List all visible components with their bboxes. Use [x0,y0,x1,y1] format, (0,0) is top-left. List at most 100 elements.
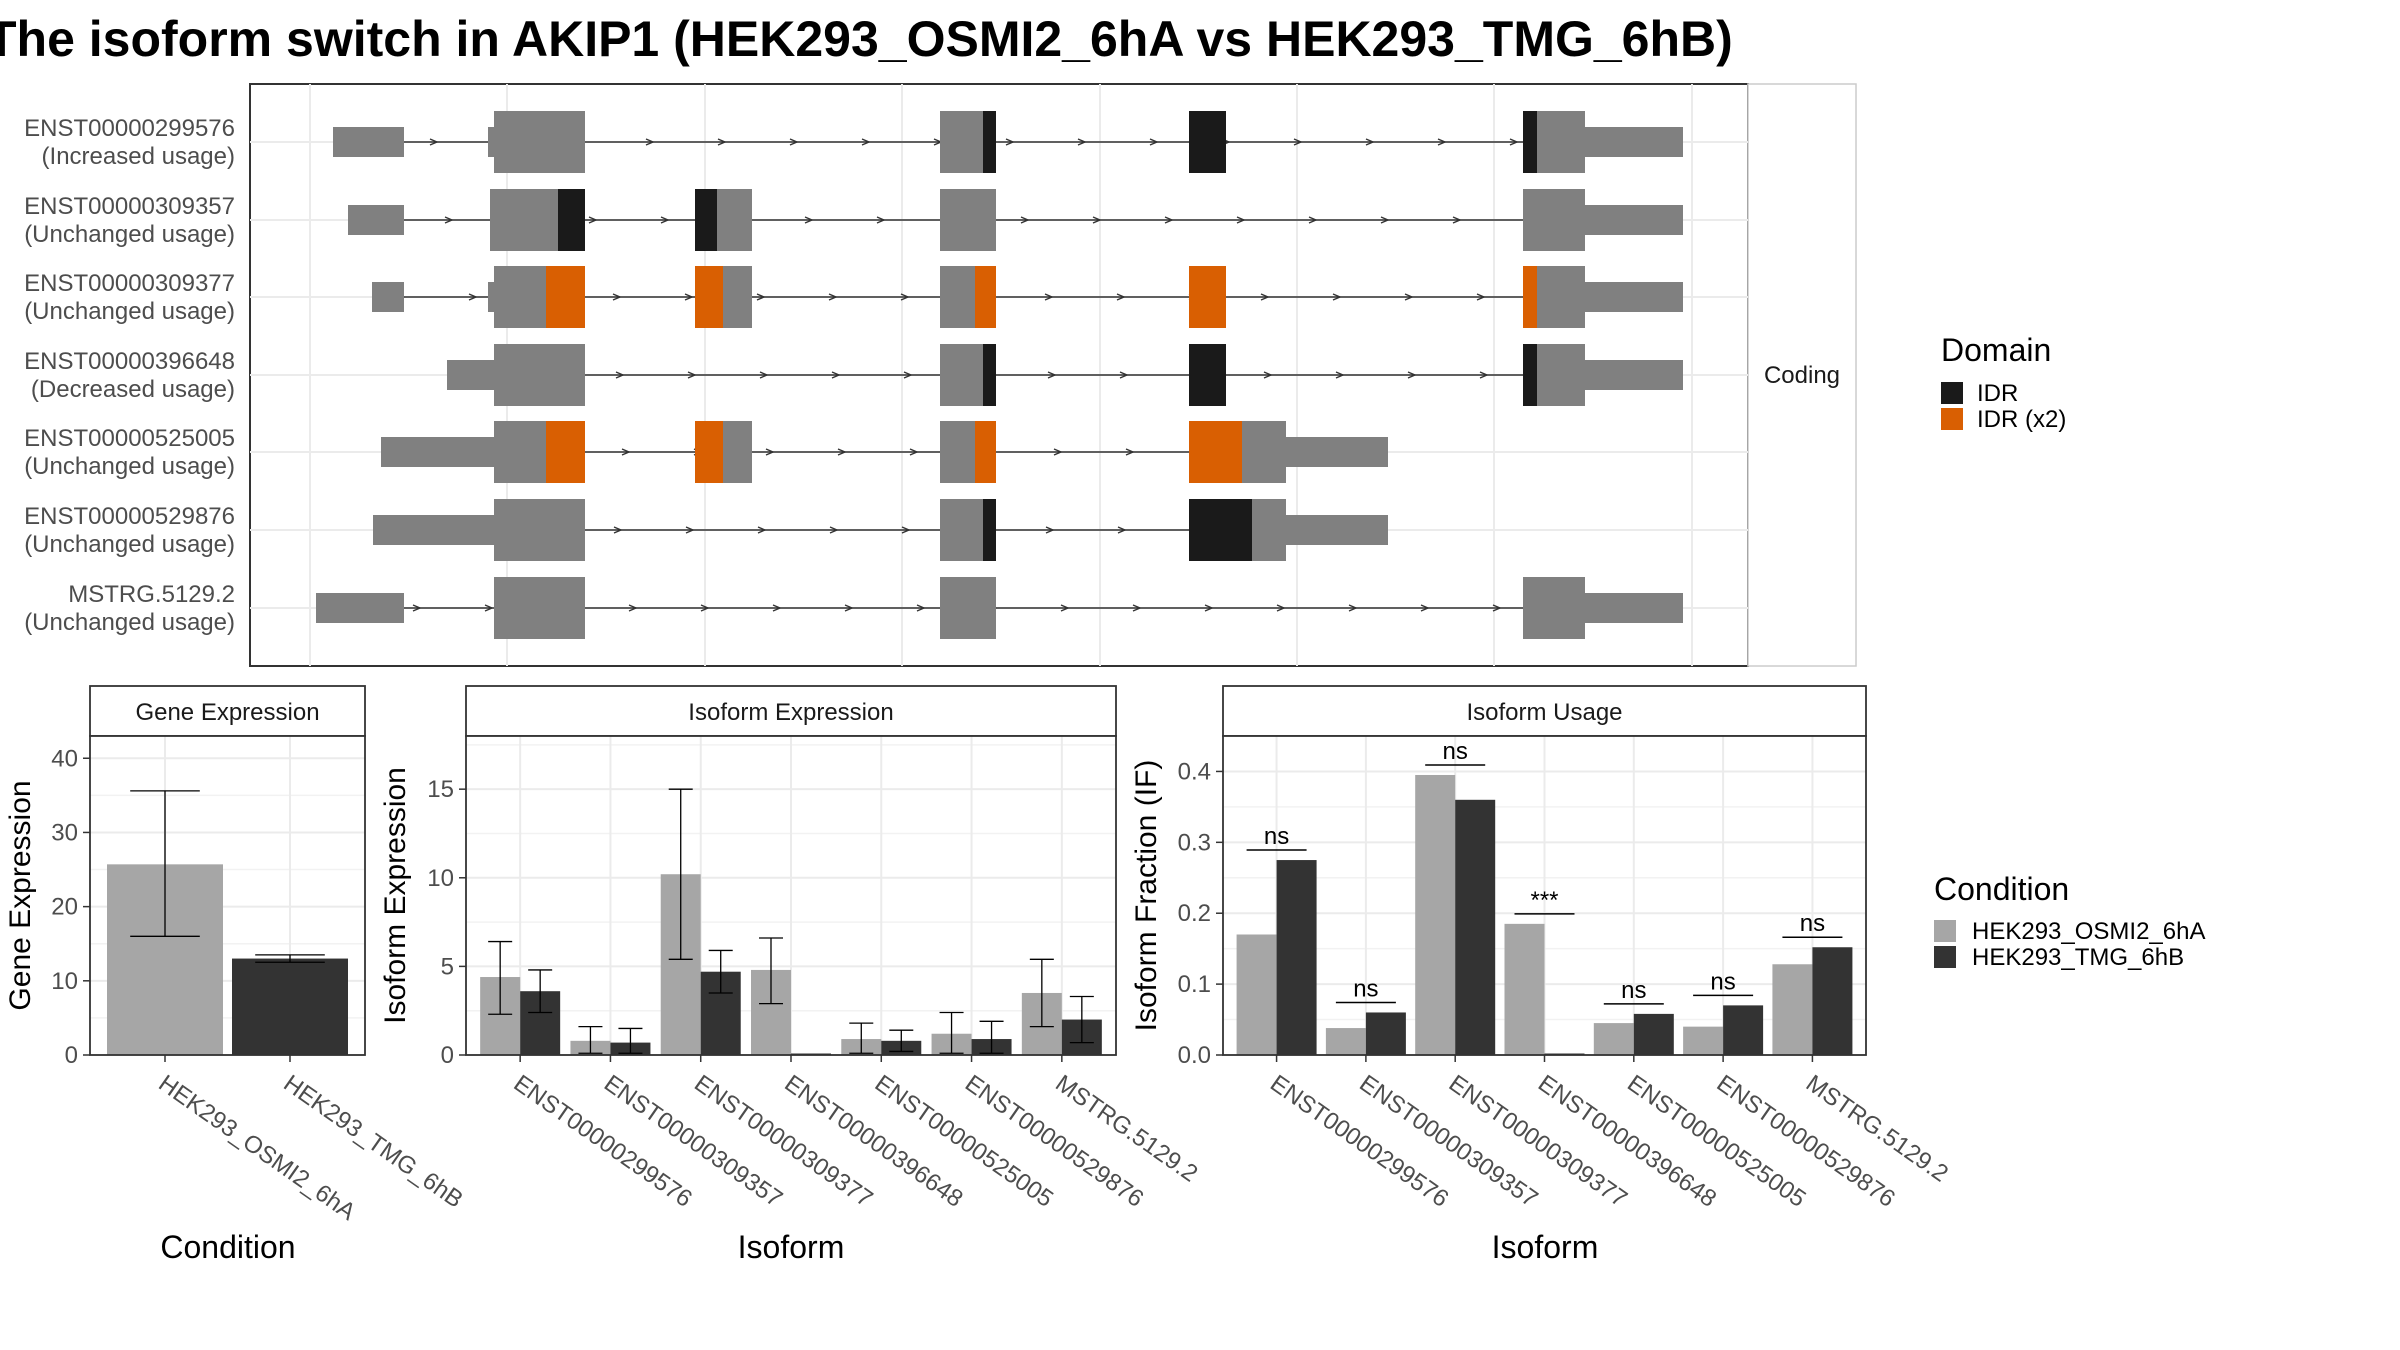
y-tick-label: 0.4 [1178,758,1211,785]
transcript-direction-arrow [468,293,478,301]
x-tick-label: HEK293_OSMI2_6hA [154,1070,361,1226]
condition-legend-title: Condition [1934,871,2069,907]
coding-exon [940,344,983,406]
coding-exon [494,111,585,173]
idr-domain [1189,111,1226,173]
error-bar [528,969,553,1014]
transcript-row-ENST00000396648: ENST00000396648(Decreased usage) [24,344,1748,406]
bar-ENST00000525005-HEK293_TMG_6hB [1633,1013,1674,1055]
transcript-direction-arrow [1020,216,1030,224]
transcript-direction-arrow [1204,604,1214,612]
coding-exon [490,189,558,251]
y-tick-label: 0.2 [1178,900,1211,927]
condition-legend-label: HEK293_OSMI2_6hA [1972,918,2205,945]
transcript-direction-arrow [660,216,670,224]
transcript-direction-arrow [615,371,625,379]
transcript-row-ENST00000529876: ENST00000529876(Unchanged usage) [24,499,1748,561]
transcript-direction-arrow [861,138,871,146]
isoform-expression-panel: Isoform Expression051015ENST00000299576E… [379,685,1202,1265]
coding-exon [940,111,983,173]
coding-exon [723,266,752,328]
transcript-direction-arrow [1452,216,1462,224]
transcript-direction-arrow [1380,216,1390,224]
transcript-direction-arrow [1044,293,1054,301]
y-tick-label: 0 [441,1042,454,1069]
y-tick-label: 5 [441,953,454,980]
transcript-direction-arrow [789,138,799,146]
bar-ENST00000299576-HEK293_OSMI2_6hA [1236,934,1277,1055]
coding-exon [723,421,752,483]
domain-legend-key [1941,382,1963,404]
y-axis-title: Isoform Expression [379,767,412,1024]
panel-border [89,735,366,1056]
utr-exon [1286,515,1388,545]
transcript-row-MSTRG.5129.2: MSTRG.5129.2(Unchanged usage) [24,577,1748,639]
y-tick-label: 20 [51,894,78,921]
transcript-direction-arrow [685,526,695,534]
coding-exon [1523,189,1585,251]
transcript-direction-arrow [484,604,494,612]
x-axis-title: Condition [160,1229,295,1265]
domain-legend-title: Domain [1941,332,2051,368]
y-tick-label: 15 [427,776,454,803]
bar-ENST00000299576-HEK293_TMG_6hB [1276,860,1317,1055]
error-bar [255,954,325,963]
transcript-direction-arrow [628,604,638,612]
idr-x2-domain [975,266,996,328]
bar-ENST00000529876-HEK293_OSMI2_6hA [1683,1026,1724,1055]
idr-x2-domain [546,421,585,483]
transcript-status-label: (Unchanged usage) [24,609,235,636]
y-tick-label: 10 [427,865,454,892]
error-bar [708,949,733,994]
transcript-status-label: (Unchanged usage) [24,531,235,558]
panel-strip [1222,685,1867,737]
transcript-direction-arrow [831,371,841,379]
utr-exon [348,205,404,235]
transcript-direction-arrow [1077,138,1087,146]
transcript-row-ENST00000525005: ENST00000525005(Unchanged usage) [24,421,1748,483]
transcript-direction-arrow [1332,293,1342,301]
utr-exon [316,593,404,623]
domain-legend-label: IDR [1977,380,2018,407]
transcript-direction-arrow [1053,448,1063,456]
transcript-direction-arrow [429,138,439,146]
error-bar [939,1011,964,1054]
transcript-direction-arrow [1092,216,1102,224]
coding-exon [717,189,752,251]
transcript-direction-arrow [1236,216,1246,224]
transcript-id-label: ENST00000525005 [24,425,235,452]
transcript-direction-arrow [900,293,910,301]
transcript-row-ENST00000309357: ENST00000309357(Unchanged usage) [24,189,1748,251]
idr-domain [983,111,996,173]
utr-exon [333,127,404,157]
transcript-direction-arrow [829,526,839,534]
significance-label: ns [1353,975,1378,1002]
significance-label: *** [1530,887,1558,914]
transcript-direction-arrow [1116,293,1126,301]
transcript-direction-arrow [1348,604,1358,612]
transcript-direction-arrow [1293,138,1303,146]
idr-domain [1189,499,1252,561]
idr-domain [558,189,585,251]
coding-exon [940,577,996,639]
y-tick-label: 40 [51,745,78,772]
transcript-id-label: ENST00000299576 [24,115,235,142]
panel-border [465,735,1117,1056]
transcript-direction-arrow [1119,371,1129,379]
transcript-direction-arrow [901,526,911,534]
coding-exon [494,344,585,406]
error-bar [1069,995,1094,1044]
utr-exon [447,360,500,390]
condition-legend-label: HEK293_TMG_6hB [1972,944,2184,971]
bar-ENST00000309377-HEK293_TMG_6hB [1455,799,1496,1055]
significance-label: ns [1710,968,1735,995]
x-axis-title: Isoform [738,1229,845,1265]
transcript-direction-arrow [1005,138,1015,146]
transcript-direction-arrow [412,604,422,612]
panel-strip-title: Isoform Usage [1466,699,1622,726]
idr-x2-domain [546,266,585,328]
significance-label: ns [1621,977,1646,1004]
condition-legend-key [1934,946,1956,968]
